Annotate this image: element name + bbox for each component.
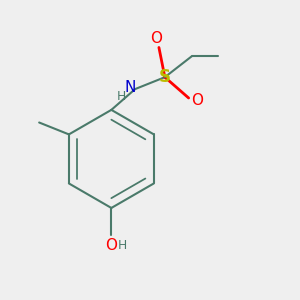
Text: N: N bbox=[125, 80, 136, 95]
Text: H: H bbox=[118, 238, 127, 252]
Text: O: O bbox=[150, 31, 162, 46]
Text: O: O bbox=[192, 94, 204, 109]
Text: O: O bbox=[105, 238, 117, 253]
Text: H: H bbox=[117, 90, 126, 103]
Text: S: S bbox=[159, 68, 171, 86]
